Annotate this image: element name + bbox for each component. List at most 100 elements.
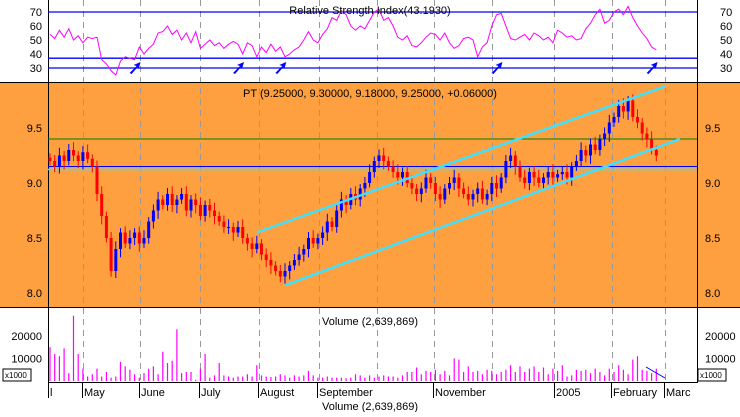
candle-body (603, 133, 607, 139)
candle-body (288, 265, 292, 271)
x-axis-label: August (260, 387, 294, 399)
volume-tick-label-left: 20000 (11, 331, 42, 343)
candle-body (76, 155, 80, 161)
volume-trend-line (645, 366, 666, 379)
candle-body (161, 199, 165, 205)
candle-body (593, 144, 597, 150)
candle-body (401, 172, 404, 178)
candle-body (495, 183, 498, 189)
candle-body (570, 166, 574, 178)
candle-body (537, 177, 541, 183)
candle-body (523, 177, 527, 183)
x-axis-label: November (435, 387, 486, 399)
rsi-tick-label-right: 40 (720, 49, 732, 61)
candle-body (311, 238, 315, 244)
candle-body (645, 133, 649, 139)
candle-body (292, 260, 296, 266)
svg-text:x1000: x1000 (5, 371, 27, 380)
candle-body (462, 188, 466, 194)
svg-text:x1000: x1000 (700, 371, 722, 380)
candle-body (480, 188, 484, 200)
candle-body (589, 144, 592, 156)
candle-body (227, 227, 231, 228)
candle-body (151, 210, 155, 222)
candle-body (67, 150, 71, 161)
candle-body (90, 158, 94, 167)
price-tick-label-left: 9.0 (27, 178, 42, 190)
buy-signal-arrow-icon (129, 62, 141, 74)
candle-body (194, 199, 198, 205)
rsi-tick-label-right: 70 (720, 7, 732, 19)
candle-body (269, 260, 273, 266)
candle-body (48, 157, 52, 161)
candle-body (617, 106, 621, 117)
candle-body (527, 172, 531, 183)
candle-body (208, 205, 212, 211)
candle-body (62, 155, 66, 161)
rsi-tick-label-left: 50 (30, 35, 42, 47)
price-tick-label-left: 9.5 (27, 123, 42, 135)
candle-body (363, 183, 367, 189)
candle-body (95, 166, 99, 194)
candle-body (542, 177, 545, 183)
candle-body (241, 227, 245, 238)
candle-body (325, 221, 329, 233)
candle-body (339, 199, 343, 211)
volume-tick-label-left: 10000 (11, 354, 42, 366)
candle-body (236, 227, 240, 233)
price-tick-label-right: 8.5 (705, 233, 720, 245)
rsi-panel: 30 30 40 40 50 50 60 60 70 70 (30, 5, 732, 76)
candle-body (386, 161, 390, 167)
trend-line (284, 137, 681, 287)
candle-body (156, 199, 160, 211)
candle-body (297, 254, 301, 260)
rsi-tick-label-right: 60 (720, 21, 732, 33)
candle-body (415, 188, 419, 194)
candle-body (250, 243, 254, 249)
candle-body (377, 155, 381, 161)
candle-body (574, 161, 578, 167)
candle-body (133, 232, 137, 238)
candle-body (504, 161, 508, 178)
candle-body (114, 249, 118, 271)
candle-body (358, 188, 362, 200)
candle-body (213, 210, 216, 216)
candle-body (509, 155, 513, 161)
candle-body (410, 183, 414, 189)
trend-line (256, 85, 667, 234)
x-axis-label: l (50, 387, 52, 399)
candle-body (640, 122, 644, 134)
price-panel-background (0, 83, 740, 307)
x-axis-label: 2005 (556, 387, 580, 399)
rsi-tick-label-right: 50 (720, 35, 732, 47)
candle-body (654, 150, 658, 156)
x-axis-label: September (319, 387, 373, 399)
candle-body (382, 155, 386, 161)
candle-body (189, 199, 193, 211)
candle-body (100, 194, 104, 216)
candle-body (231, 227, 235, 233)
candle-body (513, 155, 517, 167)
candle-body (518, 166, 522, 178)
candle-body (457, 177, 461, 189)
candle-body (579, 150, 583, 161)
buy-signal-arrow-icon (646, 62, 658, 74)
volume-panel: 10000 10000 20000 20000 (11, 315, 736, 381)
candle-body (396, 172, 400, 178)
candle-body (278, 271, 282, 277)
candle-body (274, 265, 278, 271)
candle-body (424, 177, 428, 189)
candle-body (448, 183, 451, 189)
rsi-tick-label-right: 30 (720, 63, 732, 75)
candle-body (245, 238, 249, 244)
price-panel: 8.0 8.0 8.5 8.5 9.0 9.0 9.5 9.5 (27, 85, 720, 300)
candle-body (330, 221, 334, 227)
candle-body (433, 183, 437, 194)
candle-body (170, 194, 174, 205)
x-axis-label: June (141, 387, 165, 399)
candle-body (452, 177, 456, 183)
rsi-tick-label-left: 40 (30, 49, 42, 61)
volume-tick-label-right: 10000 (705, 354, 736, 366)
candle-body (316, 238, 320, 244)
